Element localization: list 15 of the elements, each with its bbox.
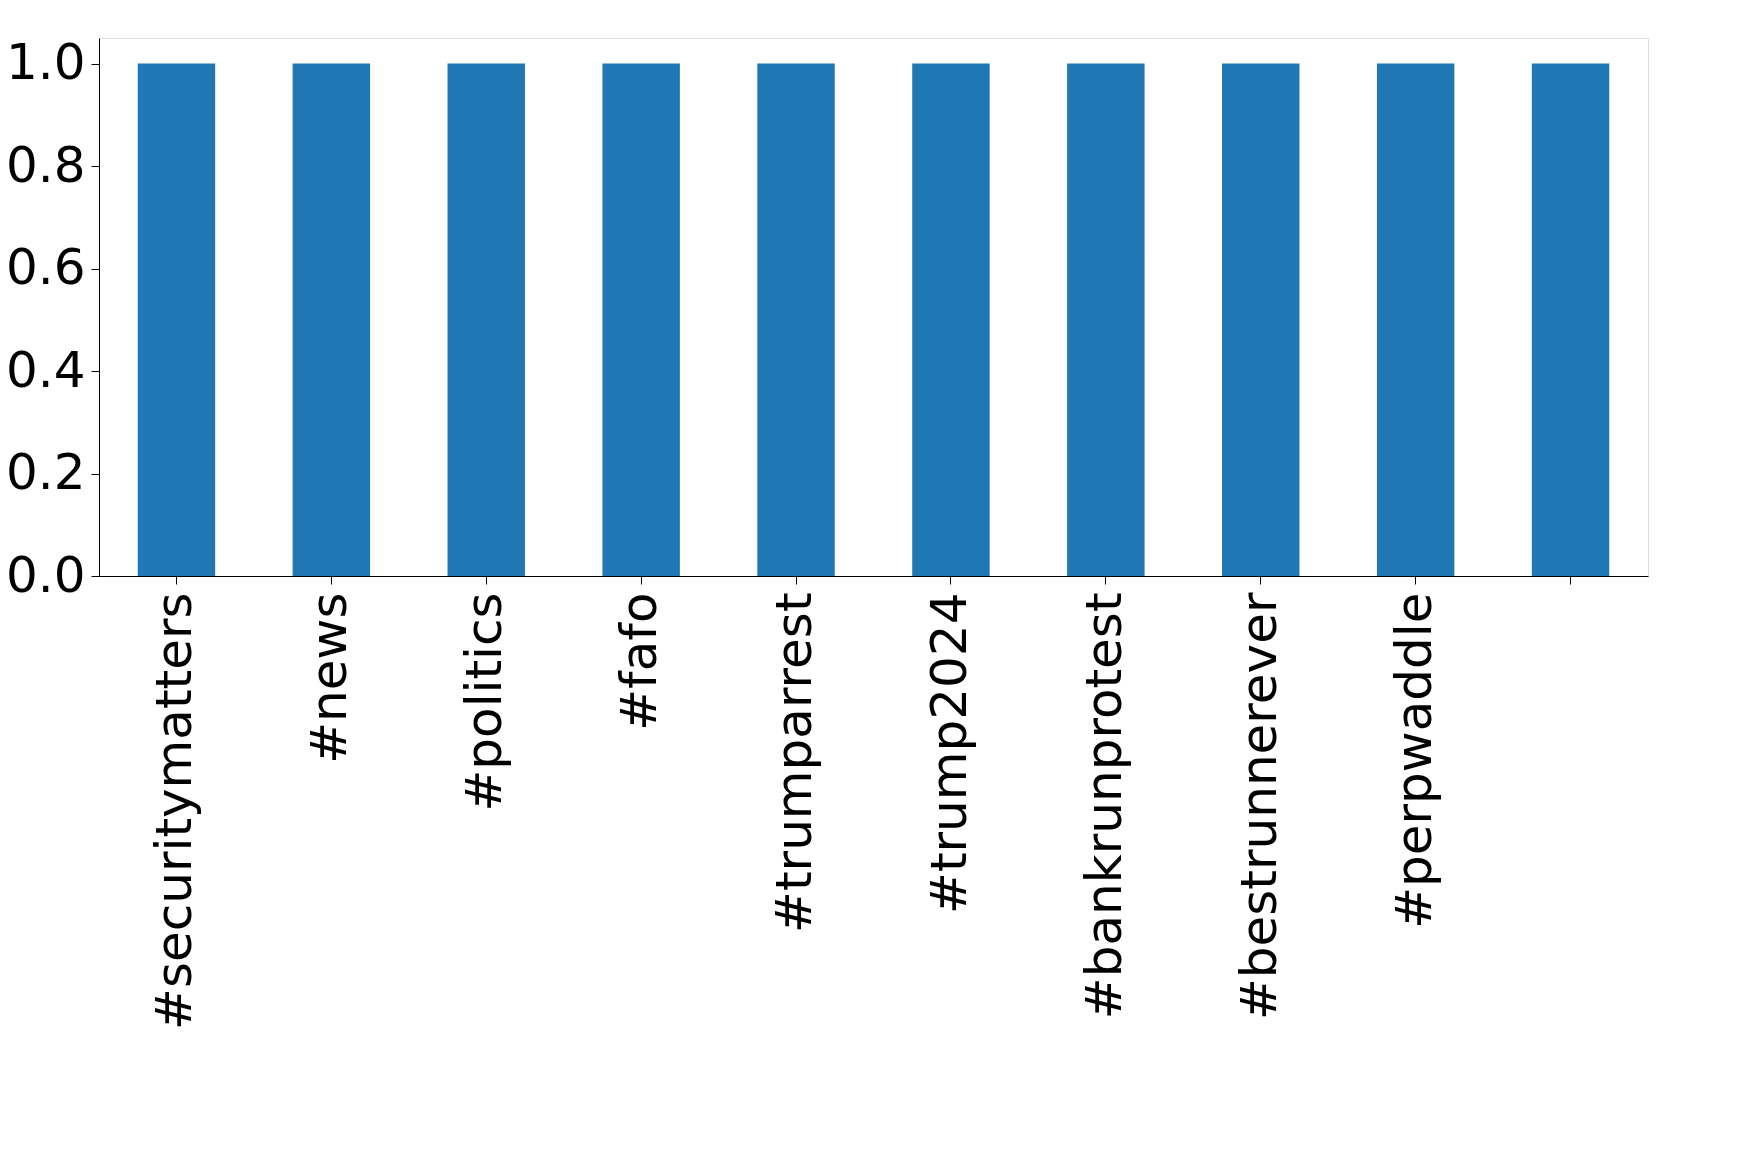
x-tick-label: #news bbox=[300, 592, 359, 764]
x-tick-label: #bankrunprotest bbox=[1074, 592, 1133, 1020]
x-tick-label: #trump2024 bbox=[919, 592, 978, 914]
x-tick-label: #perpwaddle bbox=[1384, 592, 1443, 929]
y-tick-label: 0.2 bbox=[5, 443, 86, 502]
x-tick-label: #securitymatters bbox=[145, 592, 204, 1030]
y-tick-label: 0.4 bbox=[5, 340, 86, 399]
y-tick-label: 1.0 bbox=[5, 33, 86, 92]
y-tick-label: 0.0 bbox=[5, 545, 86, 604]
y-tick-label: 0.8 bbox=[5, 135, 86, 194]
y-tick-label: 0.6 bbox=[5, 238, 86, 297]
x-tick-label: #politics bbox=[455, 592, 514, 812]
x-tick-label: #fafo bbox=[610, 592, 669, 731]
x-tick-label: #trumparrest bbox=[765, 592, 824, 933]
x-tick-label: #bestrunnerever bbox=[1229, 592, 1288, 1021]
